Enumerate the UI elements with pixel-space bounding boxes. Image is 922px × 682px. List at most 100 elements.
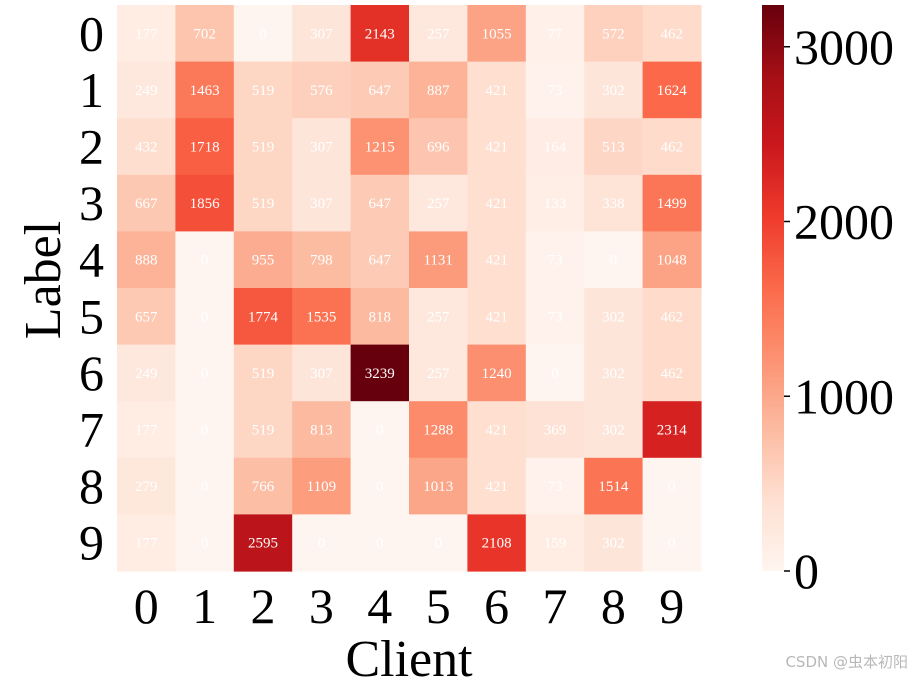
cell-value-label: 1109 [307, 479, 336, 495]
heatmap-cell [233, 344, 293, 402]
x-tick-label: 1 [192, 578, 217, 634]
heatmap-cell [525, 344, 585, 402]
heatmap-cell [409, 231, 468, 289]
cell-value-label: 1514 [598, 479, 629, 495]
cell-value-label: 302 [602, 423, 625, 439]
colorbar-ticks: 0 1000 2000 3000 [784, 19, 894, 599]
heatmap-cell [292, 5, 352, 63]
heatmap-cell [642, 61, 702, 119]
heatmap-cell [642, 344, 702, 402]
cell-value-label: 0 [434, 536, 442, 552]
heatmap-cell [175, 514, 235, 572]
heatmap-cell [175, 457, 235, 515]
cell-value-label: 77 [548, 26, 564, 42]
cell-value-label: 0 [201, 536, 209, 552]
cell-value-label: 2108 [482, 536, 512, 552]
cell-value-label: 1774 [248, 309, 279, 325]
heatmap-cell [409, 5, 468, 63]
cell-value-label: 572 [602, 26, 625, 42]
heatmap-cell [117, 118, 176, 176]
heatmap-cell [233, 401, 293, 459]
heatmap-cell [642, 5, 702, 63]
cell-value-label: 302 [602, 83, 625, 99]
cell-value-label: 462 [661, 366, 684, 382]
heatmap-cell [117, 457, 176, 515]
cell-value-label: 257 [427, 366, 450, 382]
heatmap-cell [409, 514, 468, 572]
cell-value-label: 1215 [365, 140, 395, 156]
x-tick-label: 3 [309, 578, 334, 634]
cell-value-label: 73 [548, 83, 563, 99]
cell-value-label: 955 [252, 253, 275, 269]
cell-value-label: 1055 [482, 26, 512, 42]
heatmap-cell [467, 5, 527, 63]
cell-value-label: 462 [661, 309, 684, 325]
cell-value-label: 307 [310, 366, 333, 382]
cell-value-label: 0 [201, 253, 209, 269]
heatmap-cell [642, 514, 702, 572]
heatmap-cell [233, 231, 293, 289]
heatmap-cell [584, 118, 644, 176]
y-tick-label: 1 [79, 62, 104, 118]
cell-value-label: 0 [201, 309, 209, 325]
heatmap-cell [467, 231, 527, 289]
heatmap-cell [350, 174, 410, 232]
y-tick-label: 2 [79, 119, 104, 175]
cell-value-label: 818 [369, 309, 392, 325]
cell-value-label: 1624 [657, 83, 688, 99]
cell-value-label: 0 [610, 253, 618, 269]
cell-value-label: 0 [668, 479, 676, 495]
heatmap-cell [292, 118, 352, 176]
cell-value-label: 177 [135, 26, 158, 42]
heatmap-cell [233, 174, 293, 232]
x-tick-label: 4 [367, 578, 392, 634]
cell-value-label: 0 [201, 479, 209, 495]
cell-value-label: 249 [135, 83, 158, 99]
heatmap-cell [525, 457, 585, 515]
heatmap-cell [584, 174, 644, 232]
heatmap-cell [525, 61, 585, 119]
heatmap-cell [117, 401, 176, 459]
heatmap-cell [642, 288, 702, 346]
cell-value-label: 798 [310, 253, 333, 269]
cell-value-label: 2595 [248, 536, 278, 552]
colorbar-tick-label: 1000 [794, 368, 894, 424]
heatmap-cell [467, 457, 527, 515]
heatmap-cell [233, 514, 293, 572]
cell-value-label: 133 [544, 196, 567, 212]
y-tick-label: 5 [79, 288, 104, 344]
x-tick-label: 9 [659, 578, 684, 634]
cell-value-label: 421 [485, 479, 508, 495]
heatmap-cell [292, 288, 352, 346]
cell-value-label: 302 [602, 536, 625, 552]
cell-value-label: 576 [310, 83, 333, 99]
cell-value-label: 159 [544, 536, 567, 552]
heatmap-cell [584, 514, 644, 572]
cell-value-label: 1240 [482, 366, 512, 382]
heatmap-cell [584, 288, 644, 346]
heatmap-cell [525, 5, 585, 63]
cell-value-label: 519 [252, 423, 275, 439]
cell-value-label: 0 [551, 366, 559, 382]
cell-value-label: 3239 [365, 366, 395, 382]
watermark: CSDN @虫本初阳 [785, 653, 908, 671]
cell-value-label: 279 [135, 479, 158, 495]
x-axis-label: Client [345, 631, 473, 682]
heatmap-cell [233, 457, 293, 515]
cell-value-label: 813 [310, 423, 333, 439]
cell-value-label: 513 [602, 140, 625, 156]
heatmap-cell [350, 401, 410, 459]
cell-value-label: 257 [427, 196, 450, 212]
heatmap-cell [409, 344, 468, 402]
colorbar-gradient [762, 5, 784, 571]
heatmap-cell [292, 174, 352, 232]
heatmap-cell [467, 344, 527, 402]
y-tick-label: 7 [79, 402, 104, 458]
cell-value-label: 257 [427, 26, 450, 42]
cell-value-label: 0 [259, 26, 267, 42]
heatmap-cell [467, 288, 527, 346]
cell-value-label: 421 [485, 196, 508, 212]
heatmap-cell [467, 174, 527, 232]
colorbar-tick-label: 0 [794, 543, 819, 599]
x-tick-label: 6 [484, 578, 509, 634]
